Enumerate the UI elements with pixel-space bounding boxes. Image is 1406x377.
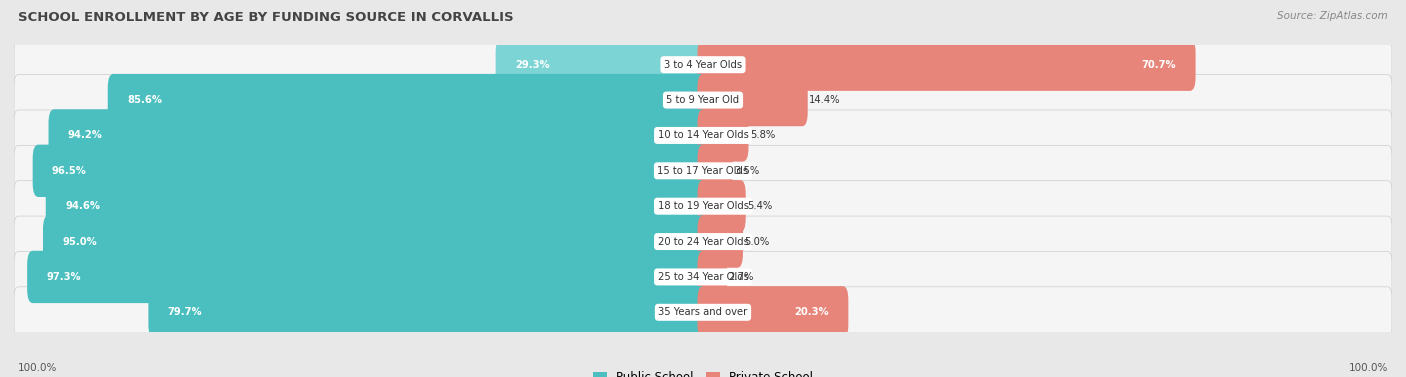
FancyBboxPatch shape [149, 286, 709, 339]
Text: 20 to 24 Year Olds: 20 to 24 Year Olds [658, 236, 748, 247]
Text: 25 to 34 Year Olds: 25 to 34 Year Olds [658, 272, 748, 282]
Text: 15 to 17 Year Olds: 15 to 17 Year Olds [658, 166, 748, 176]
Text: 94.2%: 94.2% [67, 130, 103, 141]
Text: 95.0%: 95.0% [62, 236, 97, 247]
FancyBboxPatch shape [14, 251, 1392, 302]
Text: 5 to 9 Year Old: 5 to 9 Year Old [666, 95, 740, 105]
FancyBboxPatch shape [697, 286, 848, 339]
FancyBboxPatch shape [32, 145, 709, 197]
Text: 5.4%: 5.4% [747, 201, 772, 211]
FancyBboxPatch shape [697, 215, 742, 268]
Text: 97.3%: 97.3% [46, 272, 82, 282]
Text: 2.7%: 2.7% [728, 272, 754, 282]
FancyBboxPatch shape [14, 181, 1392, 231]
Text: SCHOOL ENROLLMENT BY AGE BY FUNDING SOURCE IN CORVALLIS: SCHOOL ENROLLMENT BY AGE BY FUNDING SOUR… [18, 11, 515, 24]
Text: 79.7%: 79.7% [167, 307, 202, 317]
Text: 85.6%: 85.6% [127, 95, 162, 105]
FancyBboxPatch shape [14, 216, 1392, 267]
Text: 3 to 4 Year Olds: 3 to 4 Year Olds [664, 60, 742, 70]
FancyBboxPatch shape [14, 75, 1392, 126]
FancyBboxPatch shape [697, 74, 807, 126]
FancyBboxPatch shape [14, 287, 1392, 338]
Text: 100.0%: 100.0% [18, 363, 58, 373]
FancyBboxPatch shape [44, 215, 709, 268]
FancyBboxPatch shape [14, 110, 1392, 161]
Text: 100.0%: 100.0% [1348, 363, 1388, 373]
Text: 5.8%: 5.8% [749, 130, 775, 141]
FancyBboxPatch shape [697, 180, 745, 232]
Text: 35 Years and over: 35 Years and over [658, 307, 748, 317]
FancyBboxPatch shape [14, 146, 1392, 196]
Text: 18 to 19 Year Olds: 18 to 19 Year Olds [658, 201, 748, 211]
Text: 29.3%: 29.3% [515, 60, 550, 70]
Text: 20.3%: 20.3% [794, 307, 830, 317]
Text: Source: ZipAtlas.com: Source: ZipAtlas.com [1277, 11, 1388, 21]
FancyBboxPatch shape [48, 109, 709, 162]
FancyBboxPatch shape [14, 39, 1392, 90]
FancyBboxPatch shape [697, 251, 727, 303]
FancyBboxPatch shape [27, 251, 709, 303]
Text: 94.6%: 94.6% [65, 201, 100, 211]
Text: 3.5%: 3.5% [734, 166, 759, 176]
Text: 70.7%: 70.7% [1142, 60, 1177, 70]
Text: 5.0%: 5.0% [744, 236, 769, 247]
Legend: Public School, Private School: Public School, Private School [588, 366, 818, 377]
Text: 96.5%: 96.5% [52, 166, 87, 176]
FancyBboxPatch shape [496, 38, 709, 91]
FancyBboxPatch shape [108, 74, 709, 126]
Text: 14.4%: 14.4% [808, 95, 841, 105]
FancyBboxPatch shape [697, 38, 1195, 91]
Text: 10 to 14 Year Olds: 10 to 14 Year Olds [658, 130, 748, 141]
FancyBboxPatch shape [697, 145, 733, 197]
FancyBboxPatch shape [46, 180, 709, 232]
FancyBboxPatch shape [697, 109, 748, 162]
